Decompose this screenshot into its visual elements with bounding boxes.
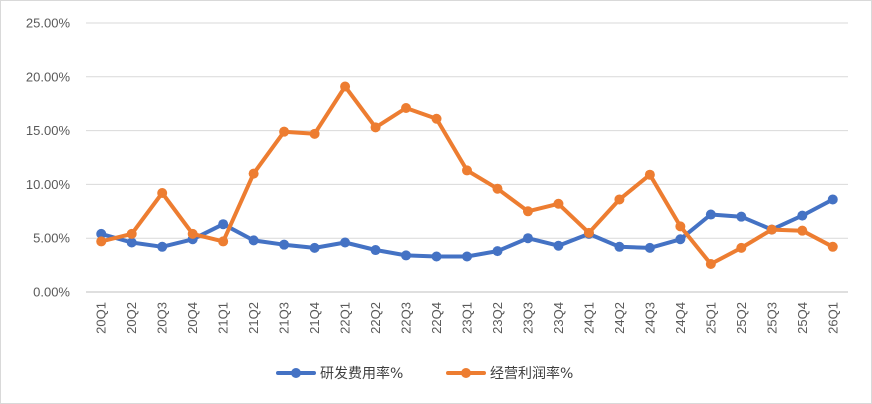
data-point [401,250,412,261]
data-point [644,169,655,180]
data-point [309,128,320,139]
x-tick-label: 21Q2 [246,302,261,334]
data-point [248,235,259,246]
data-point [736,242,747,253]
x-tick-label: 25Q3 [764,302,779,334]
y-tick-label: 25.00% [26,16,71,31]
data-point [431,113,442,124]
data-point [309,242,320,253]
x-tick-label: 23Q3 [520,302,535,334]
x-tick-label: 20Q4 [185,302,200,334]
data-point [492,246,503,257]
data-point [492,183,503,194]
x-tick-label: 21Q4 [307,302,322,334]
data-point [583,227,594,238]
data-point [522,206,533,217]
legend-swatch-marker [291,368,301,378]
data-point [96,236,107,247]
series-1 [96,194,838,262]
y-tick-label: 15.00% [26,123,71,138]
y-axis-ticks: 0.00% 5.00% 10.00% 15.00% 20.00% 25.00% [26,16,71,300]
data-point [614,194,625,205]
series-2 [96,81,838,270]
y-tick-label: 5.00% [33,231,70,246]
legend-item: 经营利润率% [446,365,573,382]
data-point [522,233,533,244]
y-tick-label: 10.00% [26,177,71,192]
x-tick-label: 21Q1 [216,302,231,334]
data-point [614,241,625,252]
data-point [126,237,137,248]
data-point [126,228,137,239]
x-tick-label: 24Q4 [673,302,688,334]
legend-item: 研发费用率% [276,365,403,382]
x-tick-label: 22Q4 [429,302,444,334]
x-tick-label: 23Q4 [551,302,566,334]
data-point [553,240,564,251]
data-point [797,210,808,221]
x-tick-label: 25Q2 [734,302,749,334]
data-point [279,126,290,137]
data-point [340,81,351,92]
data-point [736,211,747,222]
data-point [96,228,107,239]
data-point [431,251,442,262]
y-tick-label: 20.00% [26,69,71,84]
x-tick-label: 23Q2 [490,302,505,334]
data-point [705,259,716,270]
legend-label: 经营利润率% [490,365,573,382]
x-tick-label: 25Q4 [795,302,810,334]
data-point [462,251,472,262]
x-tick-label: 24Q3 [642,302,657,334]
data-point [401,103,412,114]
x-tick-label: 23Q1 [460,302,475,334]
data-point [218,236,229,247]
data-point [370,245,381,256]
data-point [462,165,472,176]
x-tick-label: 25Q1 [703,302,718,334]
x-tick-label: 22Q2 [368,302,383,334]
data-point [218,219,229,230]
x-tick-label: 26Q1 [825,302,840,334]
data-point [705,209,716,220]
data-point [279,239,290,250]
y-tick-label: 0.00% [33,285,70,300]
series-line [99,197,835,259]
data-point [675,221,686,232]
x-tick-label: 20Q1 [94,302,109,334]
data-point [370,122,381,133]
data-point [187,228,198,239]
legend-swatch-marker [461,368,471,378]
data-point [827,194,838,205]
data-point [675,234,686,245]
data-point [157,241,168,252]
data-point [644,242,655,253]
data-point [157,188,168,199]
x-axis-ticks: 20Q1 20Q2 20Q3 20Q4 21Q1 21Q2 21Q3 21Q4 22Q1 22Q2… [94,302,841,334]
x-tick-label: 24Q2 [612,302,627,334]
x-tick-label: 24Q1 [581,302,596,334]
x-tick-label: 20Q2 [124,302,139,334]
x-tick-label: 20Q3 [155,302,170,334]
x-tick-label: 22Q3 [399,302,414,334]
series-group [96,81,838,270]
data-point [797,225,808,236]
data-point [766,224,777,235]
data-point [553,198,564,209]
legend: 研发费用率% 经营利润率% [276,365,573,382]
data-point [340,237,351,248]
x-tick-label: 22Q1 [338,302,353,334]
data-point [827,241,838,252]
data-point [248,168,259,179]
x-tick-label: 21Q3 [277,302,292,334]
legend-label: 研发费用率% [320,365,403,382]
